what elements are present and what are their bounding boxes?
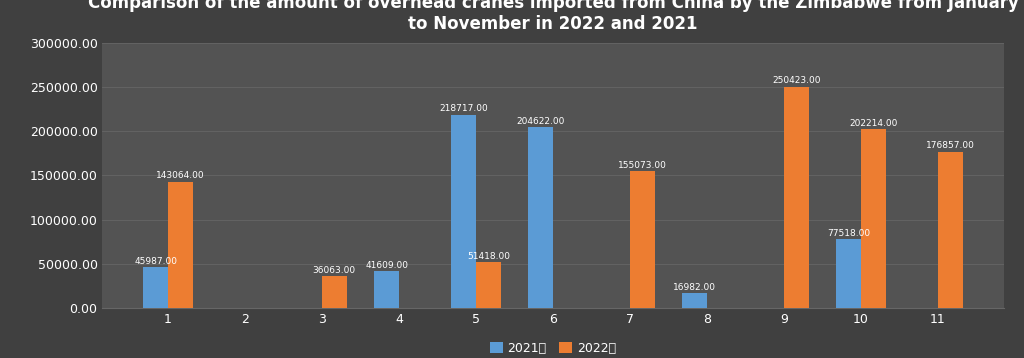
Text: 51418.00: 51418.00: [467, 252, 510, 261]
Text: 41609.00: 41609.00: [366, 261, 409, 270]
Text: 45987.00: 45987.00: [134, 257, 177, 266]
Text: 155073.00: 155073.00: [617, 161, 667, 170]
Bar: [143, 267, 168, 308]
Bar: [168, 182, 193, 308]
Text: 250423.00: 250423.00: [772, 76, 820, 86]
Bar: [682, 293, 707, 308]
Bar: [528, 127, 553, 308]
Text: 143064.00: 143064.00: [156, 171, 205, 180]
Bar: [452, 115, 476, 308]
Bar: [837, 240, 861, 308]
Bar: [861, 129, 886, 308]
Bar: [938, 152, 963, 308]
Text: 77518.00: 77518.00: [827, 229, 870, 238]
Text: 202214.00: 202214.00: [849, 119, 897, 128]
Title: Comparison of the amount of overhead cranes imported from China by the Zimbabwe : Comparison of the amount of overhead cra…: [87, 0, 1019, 33]
Bar: [375, 271, 399, 308]
Text: 176857.00: 176857.00: [926, 141, 975, 150]
Bar: [630, 171, 654, 308]
Text: 218717.00: 218717.00: [439, 105, 488, 113]
Text: 16982.00: 16982.00: [673, 282, 716, 291]
Legend: 2021年, 2022年: 2021年, 2022年: [485, 337, 621, 358]
Bar: [784, 87, 809, 308]
Text: 204622.00: 204622.00: [516, 117, 565, 126]
Bar: [476, 262, 501, 308]
Bar: [322, 276, 346, 308]
Text: 36063.00: 36063.00: [312, 266, 356, 275]
